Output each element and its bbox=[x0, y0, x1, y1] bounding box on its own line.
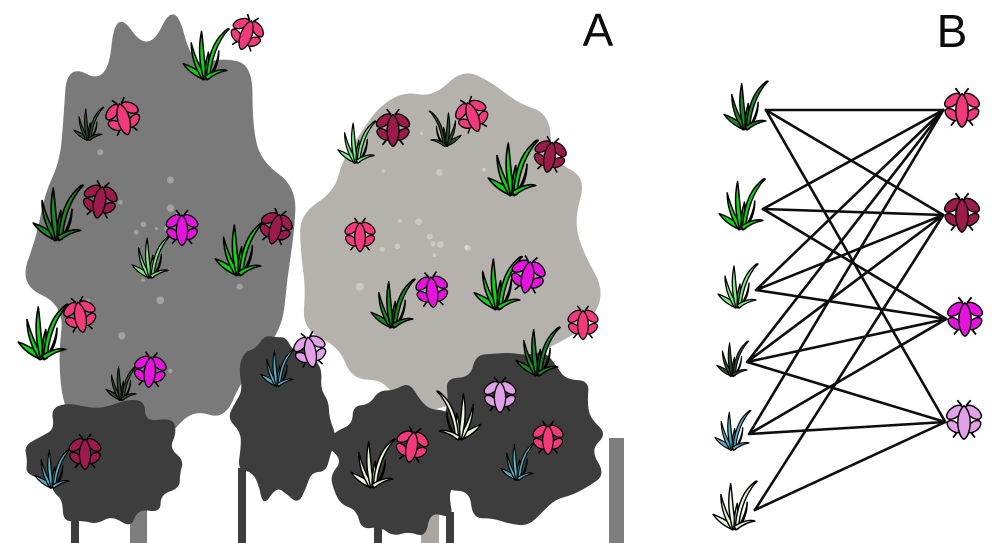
crown-speckle bbox=[166, 204, 175, 212]
crown-speckle bbox=[430, 241, 436, 247]
network-edge bbox=[753, 420, 947, 512]
bush-crown bbox=[229, 336, 336, 502]
crown-speckle bbox=[464, 245, 471, 252]
network-edge bbox=[745, 317, 948, 364]
bee-icon bbox=[944, 296, 986, 338]
crown-speckle bbox=[394, 243, 401, 250]
network-edge bbox=[753, 213, 945, 512]
crown-speckle bbox=[436, 169, 443, 176]
tree-trunk bbox=[374, 520, 382, 543]
crown-speckle bbox=[379, 246, 385, 252]
crown-speckle bbox=[166, 176, 175, 184]
tree-trunk bbox=[446, 512, 454, 543]
grass-plant-icon bbox=[716, 340, 750, 377]
network-edge bbox=[761, 207, 948, 321]
crown-speckle bbox=[97, 149, 104, 156]
bush-crown bbox=[438, 352, 604, 526]
grass-plant-icon bbox=[17, 303, 70, 361]
tree-crown bbox=[300, 73, 601, 430]
crown-speckle bbox=[397, 218, 402, 223]
crown-speckle bbox=[236, 283, 243, 290]
bee-icon bbox=[941, 192, 983, 234]
crown-speckle bbox=[156, 296, 165, 305]
bee-icon bbox=[223, 9, 271, 57]
grass-plant-icon bbox=[712, 480, 758, 531]
crown-speckle bbox=[420, 131, 424, 135]
crown-speckle bbox=[415, 218, 422, 226]
grass-plant-icon bbox=[723, 80, 769, 131]
network-edge bbox=[747, 108, 945, 436]
crown-speckle bbox=[154, 227, 158, 231]
network-edge bbox=[754, 213, 945, 292]
network-edge bbox=[761, 207, 945, 217]
scene-layer bbox=[17, 9, 986, 543]
crown-speckle bbox=[141, 278, 145, 282]
crown-speckle bbox=[482, 167, 486, 172]
crown-speckle bbox=[355, 282, 364, 291]
tree-trunk bbox=[609, 438, 624, 543]
network-edge bbox=[745, 360, 947, 424]
crown-speckle bbox=[464, 245, 469, 250]
network-edge bbox=[747, 420, 947, 436]
network-edge bbox=[764, 108, 945, 217]
bush-crown bbox=[25, 400, 183, 525]
bee-icon bbox=[941, 87, 983, 129]
bee-icon bbox=[943, 399, 985, 441]
crown-speckle bbox=[140, 221, 147, 228]
panel-b-label: B bbox=[937, 5, 968, 57]
grass-plant-icon bbox=[714, 409, 752, 451]
crown-speckle bbox=[432, 253, 437, 257]
bush-crown bbox=[327, 384, 468, 536]
tree-trunk bbox=[238, 468, 246, 543]
network-edge bbox=[761, 108, 945, 211]
grass-plant-icon bbox=[718, 178, 766, 231]
panel-a-label: A bbox=[583, 4, 614, 56]
crown-speckle bbox=[168, 368, 173, 374]
crown-speckle bbox=[426, 233, 433, 240]
network-edge bbox=[745, 213, 945, 364]
crown-speckle bbox=[437, 241, 444, 248]
network-edge bbox=[747, 317, 948, 436]
grass-plant-icon bbox=[717, 263, 759, 309]
network-edge bbox=[754, 288, 948, 321]
crown-speckle bbox=[133, 229, 139, 235]
network-edge bbox=[754, 108, 945, 292]
crown-speckle bbox=[118, 332, 126, 340]
crown-speckle bbox=[118, 200, 123, 205]
network-edge bbox=[745, 108, 945, 364]
crown-speckle bbox=[381, 169, 385, 173]
